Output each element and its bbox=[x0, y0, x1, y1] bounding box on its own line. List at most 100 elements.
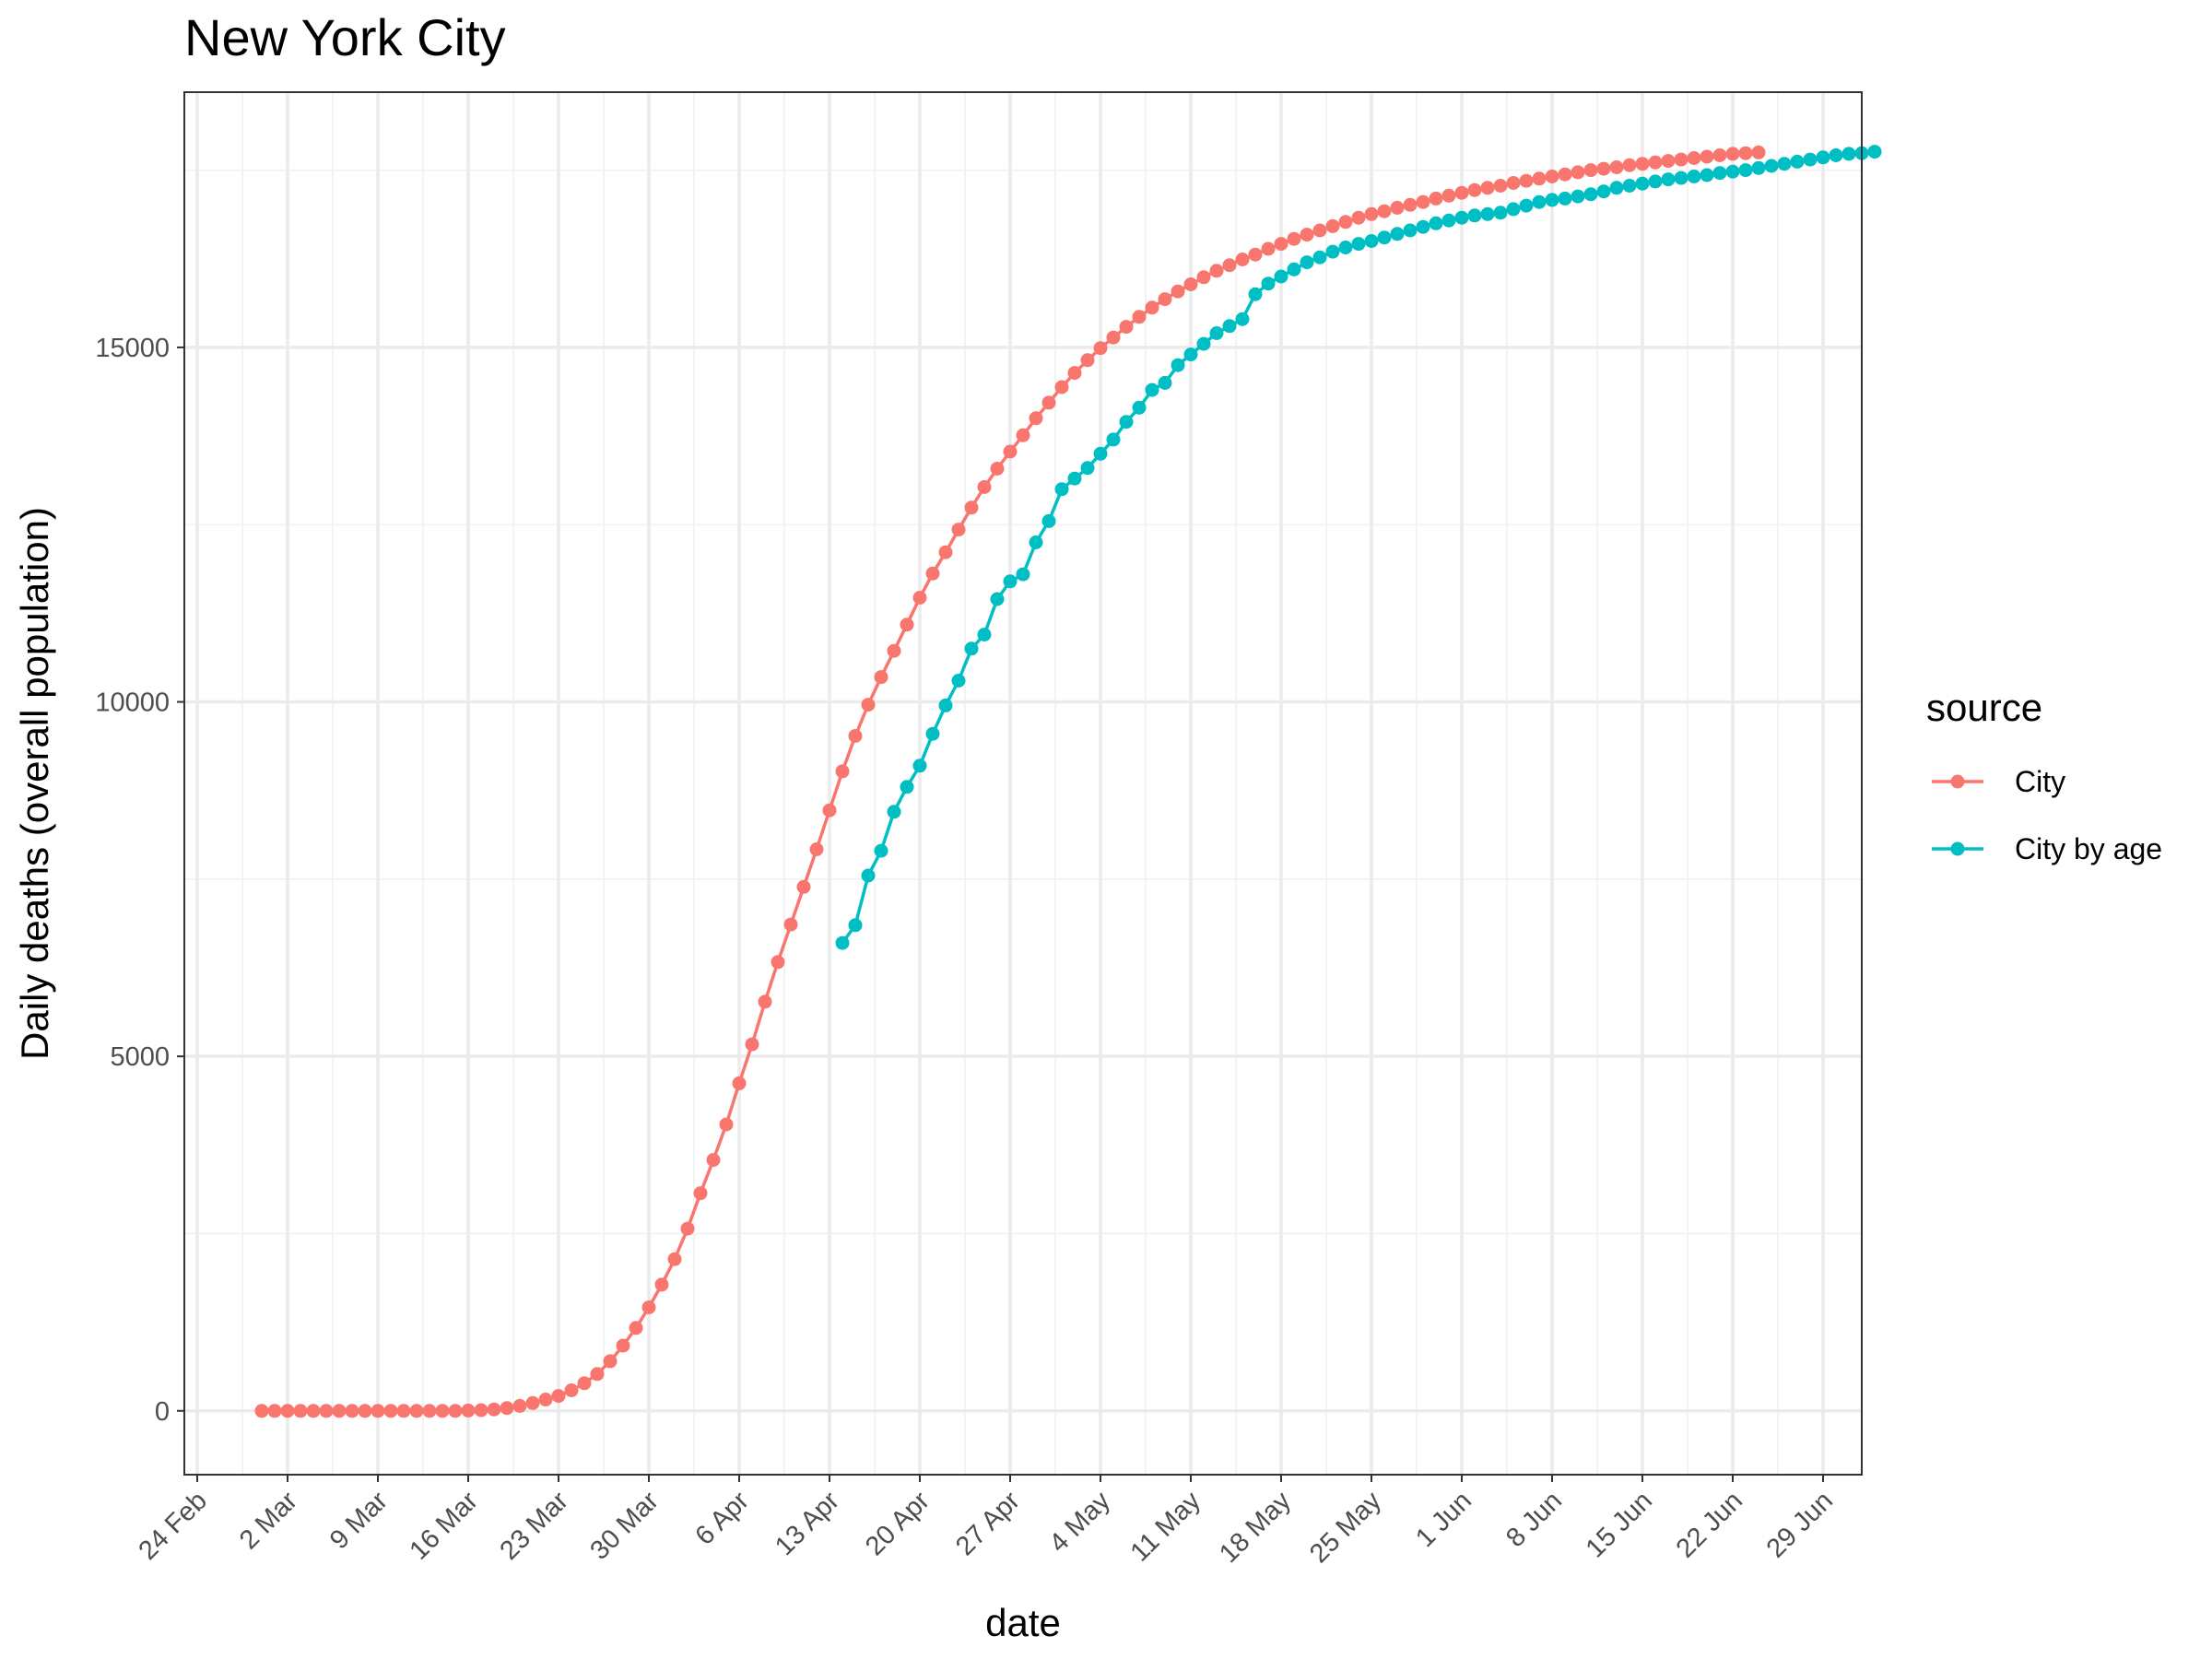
city-point bbox=[1029, 411, 1043, 426]
city-by-age-point bbox=[1609, 181, 1624, 195]
city-point bbox=[796, 879, 811, 894]
city-point bbox=[1041, 395, 1056, 410]
city-point bbox=[1751, 145, 1766, 159]
city-point bbox=[1054, 380, 1069, 394]
city-point bbox=[1106, 330, 1121, 345]
city-point bbox=[1274, 237, 1288, 252]
city-point bbox=[1480, 181, 1495, 195]
city-point bbox=[912, 591, 927, 605]
city-point bbox=[990, 462, 1005, 476]
city-point bbox=[1700, 149, 1714, 164]
city-point bbox=[358, 1404, 372, 1418]
city-point bbox=[951, 523, 966, 537]
city-point bbox=[332, 1404, 347, 1418]
x-tick-label: 16 Mar bbox=[404, 1486, 484, 1566]
city-point bbox=[887, 643, 901, 658]
city-point bbox=[371, 1404, 385, 1418]
city-by-age-point bbox=[1325, 244, 1340, 259]
x-tick-label: 8 Jun bbox=[1500, 1486, 1568, 1553]
city-by-age-point bbox=[1532, 194, 1547, 209]
city-by-age-point bbox=[1725, 164, 1740, 179]
city-by-age-point bbox=[1312, 250, 1327, 265]
city-point bbox=[293, 1404, 308, 1418]
city-point bbox=[1183, 277, 1198, 291]
legend-city-point bbox=[1950, 774, 1965, 789]
city-by-age-point bbox=[1674, 171, 1688, 185]
city-by-age-point bbox=[938, 698, 953, 712]
x-tick-label: 1 Jun bbox=[1410, 1486, 1477, 1553]
city-by-age-point bbox=[925, 726, 940, 741]
city-point bbox=[396, 1404, 411, 1418]
city-point bbox=[1261, 241, 1276, 256]
city-point bbox=[1725, 147, 1740, 161]
city-point bbox=[938, 545, 953, 559]
city-by-age-point bbox=[1158, 375, 1172, 390]
city-by-age-point bbox=[977, 628, 992, 641]
city-point bbox=[1145, 300, 1159, 315]
city-point bbox=[1390, 200, 1405, 215]
city-point bbox=[1222, 258, 1237, 273]
city-by-age-point bbox=[1403, 223, 1418, 238]
city-point bbox=[977, 480, 992, 494]
city-point bbox=[267, 1404, 282, 1418]
city-by-age-point bbox=[1080, 461, 1095, 476]
city-point bbox=[1416, 194, 1430, 209]
city-by-age-point bbox=[990, 592, 1005, 606]
city-by-age-point bbox=[1506, 202, 1521, 217]
legend-city-label: City bbox=[2015, 765, 2065, 798]
city-by-age-point bbox=[1700, 168, 1714, 182]
city-by-age-point bbox=[1467, 208, 1482, 223]
city-point bbox=[448, 1404, 463, 1418]
city-point bbox=[1441, 188, 1456, 203]
city-by-age-point bbox=[912, 759, 927, 773]
city-point bbox=[848, 729, 863, 743]
city-point bbox=[525, 1395, 540, 1410]
city-by-age-point bbox=[1054, 482, 1069, 497]
city-point bbox=[1583, 163, 1598, 178]
x-tick-label: 24 Feb bbox=[133, 1486, 212, 1565]
city-by-age-point bbox=[1145, 382, 1159, 397]
city-by-age-point bbox=[874, 843, 888, 858]
city-point bbox=[654, 1277, 669, 1292]
x-tick-label: 13 Apr bbox=[770, 1486, 845, 1561]
city-point bbox=[1635, 157, 1650, 171]
city-point bbox=[771, 955, 785, 970]
city-point bbox=[1558, 167, 1572, 182]
city-by-age-point bbox=[1596, 184, 1611, 199]
city-point bbox=[964, 500, 979, 515]
city-point bbox=[1622, 158, 1637, 172]
city-by-age-point bbox=[1300, 255, 1314, 270]
city-point bbox=[590, 1367, 605, 1382]
city-by-age-point bbox=[1493, 206, 1508, 220]
city-point bbox=[1016, 428, 1030, 442]
y-axis: 0 5000 10000 15000 bbox=[95, 334, 184, 1427]
city-point bbox=[1519, 173, 1534, 188]
city-point bbox=[409, 1404, 424, 1418]
city-point bbox=[1196, 270, 1211, 285]
city-by-age-point bbox=[1803, 152, 1818, 167]
city-point bbox=[809, 842, 824, 856]
panel-border bbox=[183, 91, 1863, 1476]
city-point bbox=[422, 1404, 437, 1418]
city-point bbox=[835, 764, 850, 779]
city-point bbox=[1596, 161, 1611, 176]
city-by-age-point bbox=[1274, 269, 1288, 284]
city-point bbox=[706, 1153, 721, 1167]
city-point bbox=[500, 1401, 514, 1416]
city-by-age-point bbox=[1635, 176, 1650, 191]
city-point bbox=[1093, 341, 1108, 356]
city-by-age-point bbox=[1829, 148, 1843, 162]
y-tick-label: 5000 bbox=[110, 1042, 170, 1072]
city-by-age-point bbox=[1764, 159, 1779, 173]
city-point bbox=[1338, 215, 1353, 229]
city-by-age-point bbox=[1816, 150, 1830, 165]
city-point bbox=[629, 1321, 643, 1335]
city-by-age-point bbox=[1480, 206, 1495, 221]
city-point bbox=[641, 1300, 656, 1314]
city-by-age-point bbox=[1041, 513, 1056, 528]
city-by-age-point bbox=[1093, 446, 1108, 461]
city-point bbox=[487, 1402, 501, 1417]
city-by-age-point bbox=[951, 674, 966, 688]
x-tick-label: 20 Apr bbox=[860, 1486, 935, 1561]
city-by-age-point bbox=[1067, 471, 1082, 486]
